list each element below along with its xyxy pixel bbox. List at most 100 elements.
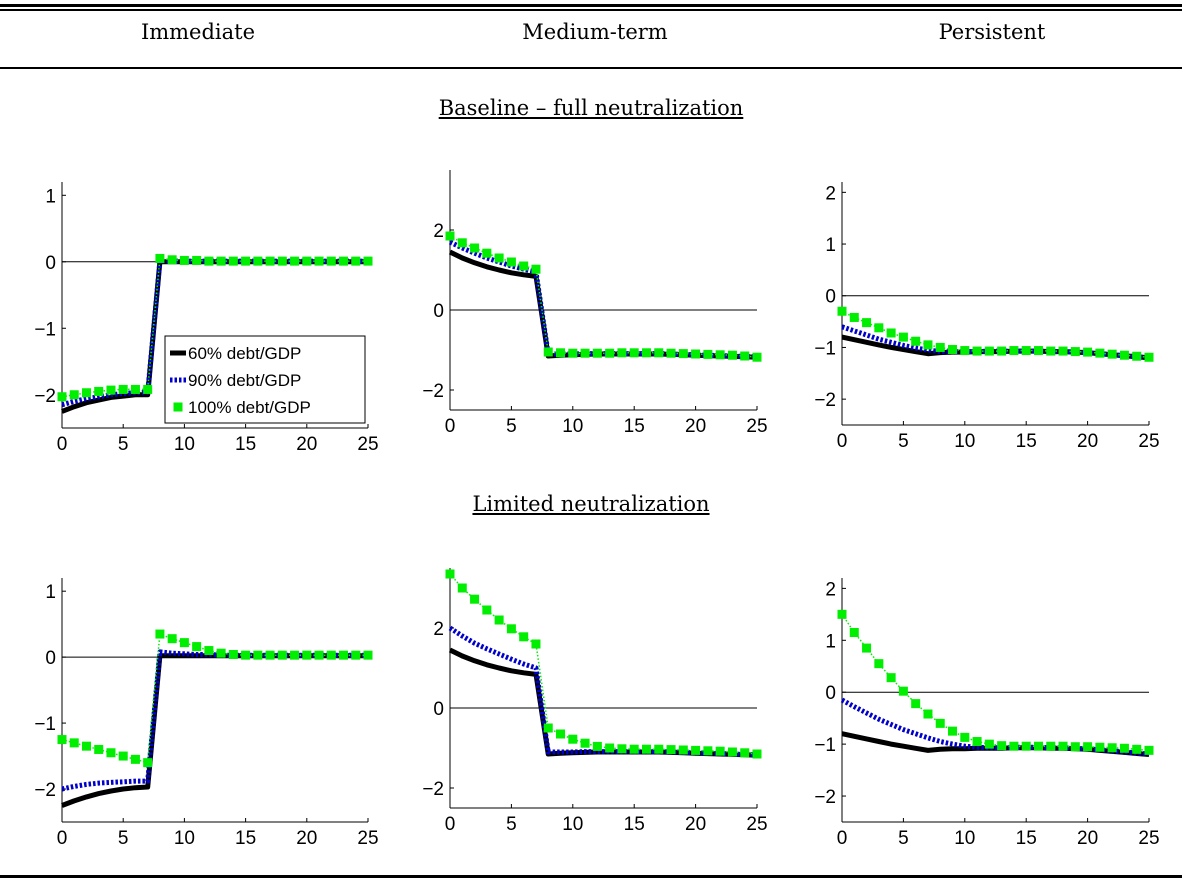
series-100-marker	[849, 628, 859, 638]
series-100-marker	[666, 348, 676, 358]
series-100-marker	[740, 748, 750, 758]
series-100-marker	[457, 238, 467, 248]
series-100-marker	[482, 605, 492, 615]
series-100-marker	[445, 569, 455, 579]
x-tick-label: 5	[898, 431, 909, 452]
series-100-marker	[911, 699, 921, 709]
x-tick-label: 20	[296, 828, 317, 849]
x-tick-label: 0	[837, 828, 848, 849]
series-100-marker	[691, 349, 701, 359]
series-100-marker	[519, 632, 529, 642]
series-100-marker	[997, 741, 1007, 751]
series-100-marker	[1009, 346, 1019, 356]
series-100-marker	[715, 746, 725, 756]
series-100-marker	[351, 650, 361, 660]
series-100-marker	[204, 646, 214, 656]
x-tick-label: 25	[357, 434, 378, 455]
series-100-marker	[179, 638, 189, 648]
y-tick-label: −2	[34, 386, 56, 407]
series-100-marker	[568, 348, 578, 358]
series-100-marker	[167, 634, 177, 644]
series-100-marker	[972, 346, 982, 356]
series-100-marker	[984, 346, 994, 356]
x-tick-label: 20	[685, 416, 706, 437]
series-100-marker	[874, 659, 884, 669]
legend: 60% debt/GDP 90% debt/GDP 100% debt/GDP	[164, 335, 366, 424]
series-100-marker	[351, 256, 361, 266]
series-100-marker	[1021, 346, 1031, 356]
y-tick-label: 2	[433, 619, 444, 640]
chart-panel-4: 0 5 10 15 20 25−202	[422, 568, 768, 835]
series-100-marker	[326, 256, 336, 266]
series-90-line	[840, 697, 1150, 757]
series-100-marker	[314, 256, 324, 266]
y-tick-label: 1	[825, 631, 836, 652]
series-100-marker	[1083, 742, 1093, 752]
series-100-marker	[482, 248, 492, 258]
x-tick-label: 25	[1138, 431, 1159, 452]
series-100-marker	[948, 726, 958, 736]
series-100-marker	[192, 642, 202, 652]
series-100-marker	[727, 350, 737, 360]
x-tick-label: 15	[1016, 431, 1037, 452]
x-tick-label: 0	[445, 814, 456, 835]
y-tick-label: 1	[825, 235, 836, 256]
series-100-marker	[216, 256, 226, 266]
series-100-marker	[617, 744, 627, 754]
series-100-marker	[641, 744, 651, 754]
series-100-marker	[265, 256, 275, 266]
series-100-marker	[339, 256, 349, 266]
series-100-marker	[519, 261, 529, 271]
column-header-immediate: Immediate	[140, 20, 256, 44]
series-100-marker	[1070, 347, 1080, 357]
legend-box	[164, 335, 366, 424]
x-tick-label: 25	[746, 814, 767, 835]
y-tick-label: 2	[825, 183, 836, 204]
legend-label: 90% debt/GDP	[188, 371, 301, 390]
top-rule-thick	[0, 4, 1182, 7]
y-tick-label: 0	[825, 683, 836, 704]
series-100-marker	[837, 609, 847, 619]
series-100-marker	[1083, 347, 1093, 357]
series-100-marker	[1095, 742, 1105, 752]
x-tick-label: 5	[898, 828, 909, 849]
column-header-persistent: Persistent	[938, 20, 1046, 44]
chart-panel-0: 0 5 10 15 20 25 −2 −1 0 1	[34, 182, 379, 455]
x-tick-label: 0	[57, 434, 68, 455]
series-100-marker	[960, 732, 970, 742]
x-tick-label: 15	[624, 814, 645, 835]
series-100-marker	[106, 748, 116, 758]
x-tick-label: 25	[1138, 828, 1159, 849]
series-100-marker	[1107, 349, 1117, 359]
x-tick-label: 15	[235, 828, 256, 849]
legend-swatch-100	[173, 402, 183, 412]
series-100-marker	[470, 243, 480, 253]
series-100-marker	[130, 384, 140, 394]
series-100-marker	[118, 384, 128, 394]
series-100-marker	[678, 745, 688, 755]
series-100-marker	[1119, 350, 1129, 360]
series-100-marker	[703, 349, 713, 359]
series-100-marker	[302, 256, 312, 266]
series-100-marker	[923, 340, 933, 350]
x-tick-label: 5	[506, 814, 517, 835]
series-60-line	[448, 249, 758, 360]
series-100-marker	[1046, 741, 1056, 751]
series-100-marker	[167, 255, 177, 265]
series-100-marker	[143, 384, 153, 394]
series-100-marker	[543, 723, 553, 733]
x-tick-label: 20	[685, 814, 706, 835]
series-100-marker	[568, 734, 578, 744]
series-90-line	[61, 649, 368, 792]
series-100-marker	[666, 745, 676, 755]
series-100-marker	[228, 649, 238, 659]
chart-panel-2: 0 5 10 15 20 25 −2 −1 0 1 2	[814, 182, 1160, 452]
series-100-marker	[1033, 346, 1043, 356]
series-100-marker	[654, 348, 664, 358]
x-tick-label: 10	[954, 431, 975, 452]
series-100-marker	[290, 256, 300, 266]
series-100-marker	[886, 328, 896, 338]
series-100-marker	[506, 257, 516, 267]
series-60-line	[448, 647, 758, 758]
